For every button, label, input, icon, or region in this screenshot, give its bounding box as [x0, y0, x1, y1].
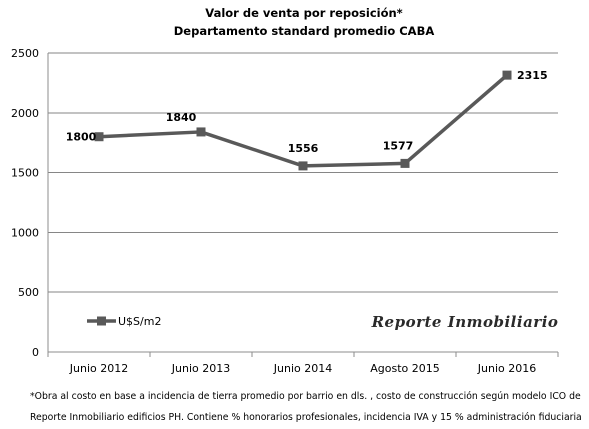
data-point — [298, 161, 308, 171]
data-point — [400, 158, 410, 168]
x-tick-label: Junio 2014 — [273, 362, 332, 375]
plot-area: 0 500 1000 1500 2000 2500 Junio 2012 Junio 2013… — [11, 47, 559, 375]
data-label: 1577 — [383, 139, 414, 152]
data-label: 1556 — [288, 142, 319, 155]
data-label: 1840 — [166, 111, 197, 124]
data-label: 2315 — [517, 69, 548, 82]
y-tick-label: 1500 — [11, 167, 39, 180]
legend-marker — [97, 316, 106, 326]
footnote-line-1: *Obra al costo en base a incidencia de t… — [30, 391, 581, 402]
chart-title: Valor de venta por reposición* — [205, 6, 402, 20]
footnote-line-2: Reporte Inmobiliario edificios PH. Conti… — [30, 412, 582, 423]
data-point — [94, 132, 104, 142]
data-point — [502, 70, 512, 80]
y-tick-label: 0 — [32, 346, 39, 359]
x-tick-label: Junio 2016 — [477, 362, 536, 375]
y-tick-label: 500 — [18, 286, 39, 299]
y-tick-label: 1000 — [11, 226, 39, 239]
legend-label: U$S/m2 — [118, 315, 161, 328]
data-point — [196, 127, 206, 137]
x-tick-label: Junio 2013 — [171, 362, 230, 375]
x-tick-label: Junio 2012 — [69, 362, 128, 375]
y-tick-label: 2500 — [11, 47, 39, 60]
x-tick-label: Agosto 2015 — [370, 362, 440, 375]
chart-subtitle: Departamento standard promedio CABA — [174, 24, 435, 38]
footnote: *Obra al costo en base a incidencia de t… — [30, 386, 585, 428]
y-tick-label: 2000 — [11, 107, 39, 120]
brand-watermark: Reporte Inmobiliario — [371, 313, 559, 331]
data-label: 1800 — [66, 131, 97, 144]
